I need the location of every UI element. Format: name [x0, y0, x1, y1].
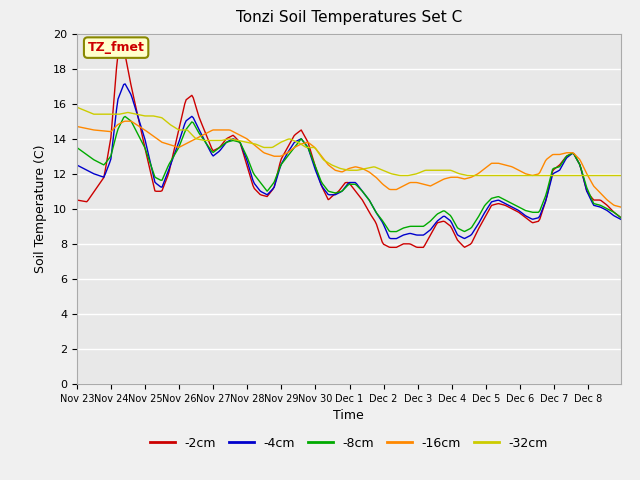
- -8cm: [354, 184, 362, 190]
- -4cm: [108, 144, 116, 149]
- -32cm: [614, 173, 622, 179]
- -32cm: [397, 173, 404, 179]
- Line: -16cm: -16cm: [77, 121, 621, 207]
- -4cm: [387, 236, 394, 241]
- -2cm: [108, 117, 116, 123]
- -32cm: [92, 111, 99, 117]
- -16cm: [73, 123, 81, 129]
- -32cm: [617, 173, 625, 179]
- -4cm: [121, 81, 129, 87]
- -2cm: [616, 214, 623, 219]
- -32cm: [73, 104, 81, 110]
- -32cm: [543, 173, 551, 179]
- -2cm: [545, 187, 552, 192]
- -8cm: [617, 215, 625, 220]
- -8cm: [73, 144, 81, 150]
- -8cm: [121, 114, 129, 120]
- -16cm: [543, 156, 551, 162]
- Y-axis label: Soil Temperature (C): Soil Temperature (C): [35, 144, 47, 273]
- -32cm: [108, 111, 116, 117]
- Legend: -2cm, -4cm, -8cm, -16cm, -32cm: -2cm, -4cm, -8cm, -16cm, -32cm: [145, 432, 553, 455]
- -4cm: [545, 188, 552, 194]
- X-axis label: Time: Time: [333, 409, 364, 422]
- -8cm: [108, 147, 116, 153]
- -16cm: [92, 127, 99, 133]
- -16cm: [617, 204, 625, 210]
- -4cm: [354, 183, 362, 189]
- -4cm: [616, 216, 623, 221]
- Line: -8cm: -8cm: [77, 117, 621, 231]
- -8cm: [463, 227, 471, 233]
- Line: -32cm: -32cm: [77, 107, 621, 176]
- -4cm: [617, 216, 625, 222]
- -8cm: [387, 228, 394, 234]
- -4cm: [92, 171, 99, 177]
- -8cm: [616, 214, 623, 219]
- -16cm: [354, 165, 362, 170]
- -2cm: [387, 244, 394, 250]
- Title: Tonzi Soil Temperatures Set C: Tonzi Soil Temperatures Set C: [236, 11, 462, 25]
- Line: -4cm: -4cm: [77, 84, 621, 239]
- -2cm: [354, 192, 362, 197]
- -32cm: [353, 168, 360, 173]
- -2cm: [120, 48, 127, 54]
- -16cm: [121, 118, 129, 124]
- -2cm: [463, 243, 471, 249]
- -2cm: [92, 187, 99, 193]
- -16cm: [108, 127, 116, 133]
- -16cm: [462, 176, 470, 181]
- Text: TZ_fmet: TZ_fmet: [88, 41, 145, 54]
- -4cm: [73, 162, 81, 168]
- -32cm: [462, 172, 470, 178]
- -8cm: [545, 183, 552, 189]
- -2cm: [617, 215, 625, 220]
- -2cm: [73, 197, 81, 203]
- -16cm: [614, 204, 622, 209]
- -8cm: [92, 157, 99, 163]
- Line: -2cm: -2cm: [77, 51, 621, 247]
- -4cm: [463, 234, 471, 240]
